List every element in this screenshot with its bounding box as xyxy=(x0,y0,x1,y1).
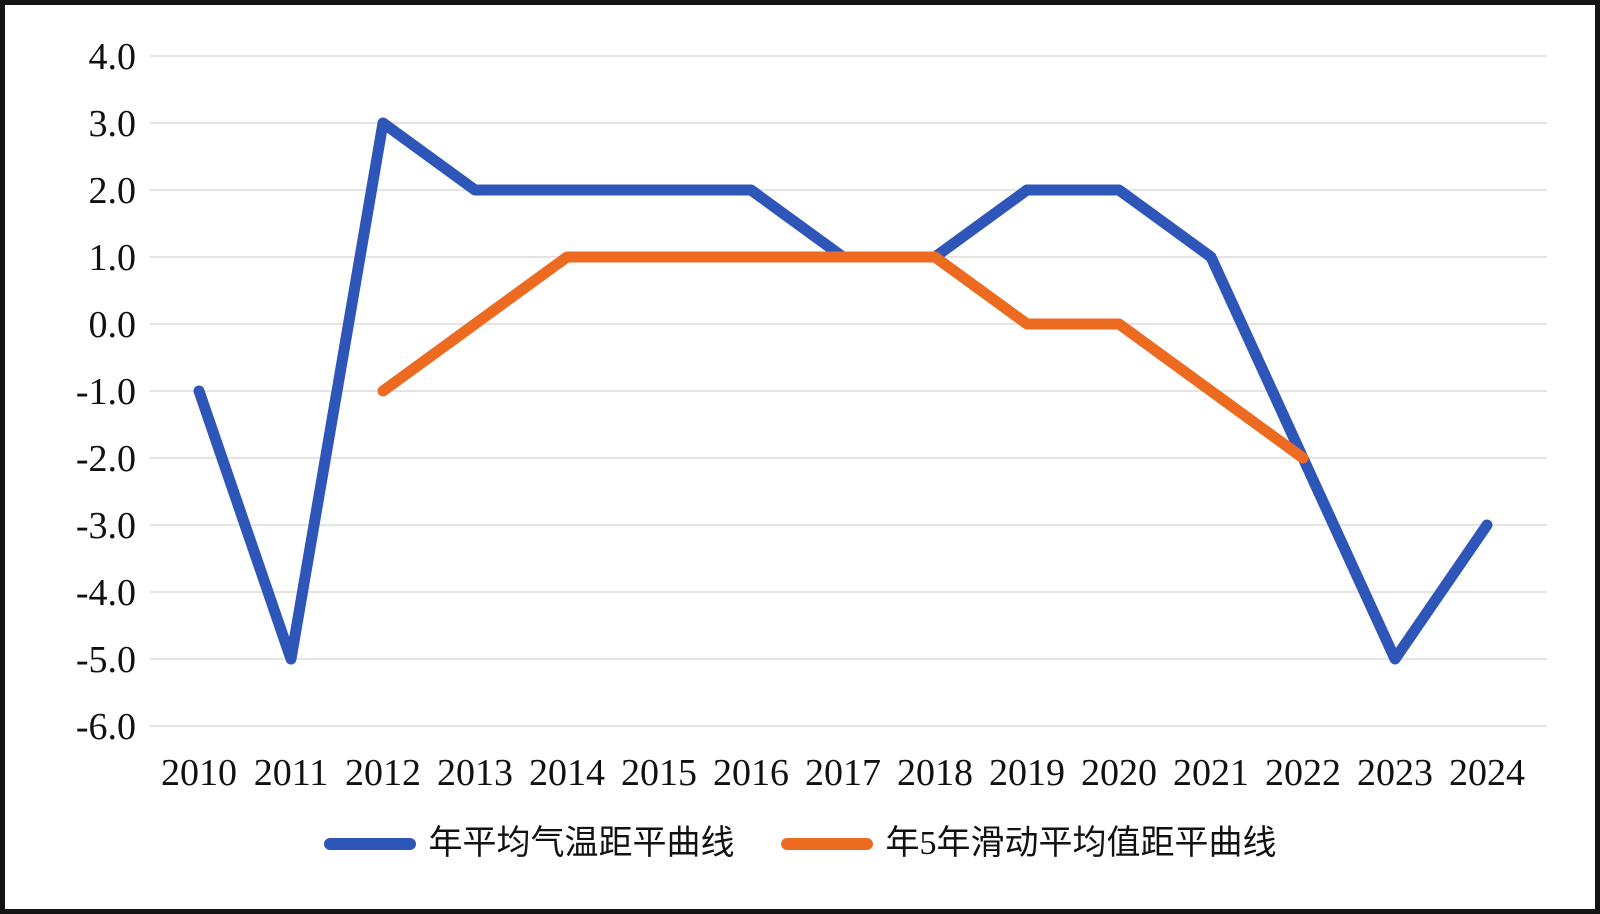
legend-label-0: 年平均气温距平曲线 xyxy=(428,825,735,862)
y-tick-label: 3.0 xyxy=(89,103,137,145)
x-tick-label: 2016 xyxy=(713,752,789,794)
legend-item-1: 年5年滑动平均值距平曲线 xyxy=(780,825,1277,862)
chart-legend: 年平均气温距平曲线 年5年滑动平均值距平曲线 xyxy=(0,816,1600,872)
y-tick-label: -2.0 xyxy=(76,438,136,480)
x-tick-label: 2012 xyxy=(345,752,421,794)
legend-line-swatch-0 xyxy=(323,838,416,850)
x-tick-label: 2021 xyxy=(1173,752,1249,794)
x-tick-label: 2011 xyxy=(254,752,329,794)
y-tick-label: -3.0 xyxy=(76,505,136,547)
x-tick-label: 2015 xyxy=(621,752,697,794)
x-tick-label: 2010 xyxy=(161,752,237,794)
x-tick-label: 2018 xyxy=(897,752,973,794)
y-tick-label: -5.0 xyxy=(76,639,136,681)
legend-item-0: 年平均气温距平曲线 xyxy=(323,825,735,862)
y-axis-tick-labels: 4.0 3.0 2.0 1.0 0.0 -1.0 -2.0 -3.0 -4.0 -5.0 -6.0 xyxy=(76,36,136,748)
y-tick-label: 1.0 xyxy=(89,237,137,279)
x-tick-label: 2024 xyxy=(1449,752,1525,794)
x-tick-label: 2020 xyxy=(1081,752,1157,794)
legend-line-swatch-1 xyxy=(780,838,873,850)
x-tick-label: 2023 xyxy=(1357,752,1433,794)
x-axis-tick-labels: 2010 2011 2012 2013 2014 2015 2016 2017 2018 2019… xyxy=(161,752,1525,794)
y-tick-label: 2.0 xyxy=(89,170,137,212)
y-tick-label: 4.0 xyxy=(89,36,137,78)
x-tick-label: 2022 xyxy=(1265,752,1341,794)
x-tick-label: 2019 xyxy=(989,752,1065,794)
legend-label-1: 年5年滑动平均值距平曲线 xyxy=(885,825,1277,862)
gridlines xyxy=(150,55,1547,727)
series-line-1 xyxy=(377,251,1309,464)
y-tick-label: -6.0 xyxy=(76,706,136,748)
y-tick-label: -4.0 xyxy=(76,572,136,614)
x-tick-label: 2014 xyxy=(529,752,605,794)
y-tick-label: 0.0 xyxy=(89,304,137,346)
x-tick-label: 2013 xyxy=(437,752,513,794)
y-tick-label: -1.0 xyxy=(76,371,136,413)
x-tick-label: 2017 xyxy=(805,752,881,794)
